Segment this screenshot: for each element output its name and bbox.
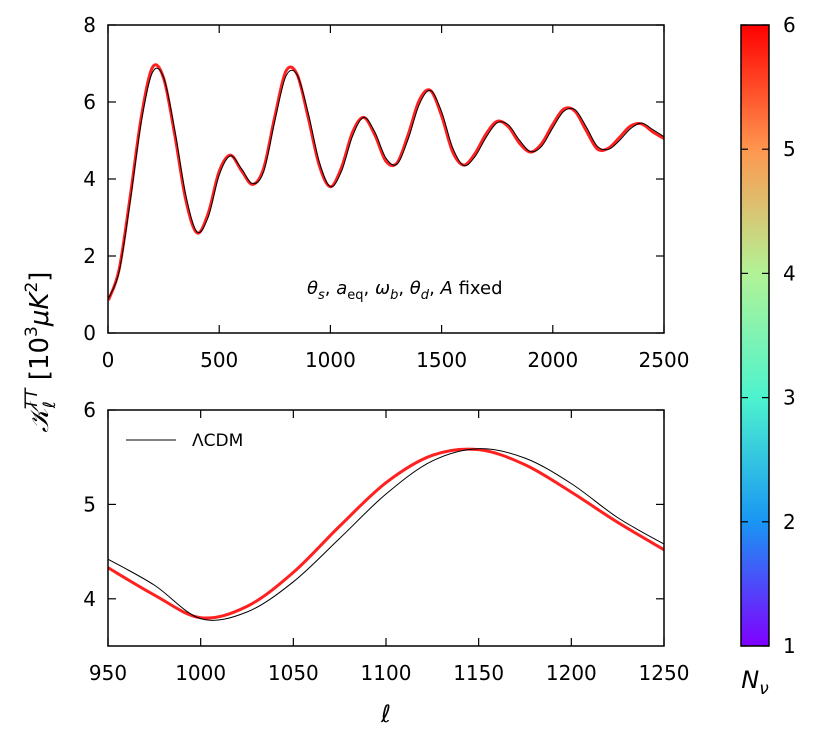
y-axis-label: 𝒦ℓTT [103μK2] (22, 272, 60, 433)
data-line (108, 447, 664, 620)
x-axis-label: ℓ (380, 700, 391, 728)
y-tick-label: 2 (83, 244, 96, 268)
x-tick-label: 1100 (361, 661, 412, 685)
y-tick-label: 4 (83, 587, 96, 611)
annotation-part: , (325, 278, 336, 299)
annotation-part: fixed (453, 278, 503, 299)
y-label-sup: TT (22, 387, 42, 409)
x-tick-label: 1000 (175, 661, 226, 685)
y-label-part: [10 (25, 337, 55, 389)
x-tick-label: 1500 (416, 348, 467, 372)
x-tick-label: 1150 (453, 661, 504, 685)
colorbar-tick-label: 6 (783, 13, 796, 37)
annotation-sub: s (318, 288, 325, 303)
colorbar-label-sub: ν (759, 679, 769, 699)
colorbar-tick-label: 4 (783, 261, 796, 285)
data-line (108, 63, 664, 301)
y-label-sup: 3 (22, 326, 42, 337)
x-tick-label: 1000 (305, 348, 356, 372)
annotation: θs, aeq, ωb, θd, A fixed (307, 278, 503, 303)
y-tick-label: 0 (83, 321, 96, 345)
x-tick-label: 950 (89, 661, 127, 685)
colorbar-tick-label: 1 (783, 634, 796, 658)
annotation-part: a (336, 278, 347, 299)
colorbar-label: Nν (741, 666, 769, 699)
x-tick-label: 1200 (546, 661, 597, 685)
data-line (108, 67, 664, 299)
annotation-part: , (364, 278, 375, 299)
x-tick-label: 500 (200, 348, 238, 372)
annotation-part: , (398, 278, 409, 299)
legend-label: ΛCDM (192, 431, 243, 451)
y-label-part: μK (25, 291, 55, 328)
x-tick-label: 2500 (639, 348, 690, 372)
colorbar-tick-label: 5 (783, 137, 796, 161)
y-label-sub: ℓ (40, 401, 60, 409)
colorbar-tick-label: 2 (783, 510, 796, 534)
colorbar-label-part: N (741, 666, 759, 694)
annotation-part: , (429, 278, 440, 299)
annotation-part: ω (375, 278, 390, 299)
y-tick-label: 4 (83, 167, 96, 191)
annotation-part: θ (307, 278, 318, 299)
y-label-sup: 2 (22, 282, 42, 293)
x-tick-label: 2000 (527, 348, 578, 372)
x-tick-label: 1050 (268, 661, 319, 685)
y-tick-label: 6 (83, 398, 96, 422)
colorbar (740, 24, 770, 647)
y-tick-label: 6 (83, 90, 96, 114)
data-line (108, 448, 664, 621)
x-tick-label: 0 (102, 348, 115, 372)
colorbar-tick-label: 3 (783, 386, 796, 410)
x-tick-label: 1250 (639, 661, 690, 685)
annotation-part: θ (410, 278, 421, 299)
y-tick-label: 8 (83, 13, 96, 37)
annotation-sub: eq (347, 288, 363, 303)
annotation-part: A (440, 278, 453, 299)
y-label-part: ] (25, 272, 55, 282)
y-tick-label: 5 (83, 492, 96, 516)
annotation-sub: d (421, 288, 430, 303)
annotation-sub: b (390, 288, 398, 303)
